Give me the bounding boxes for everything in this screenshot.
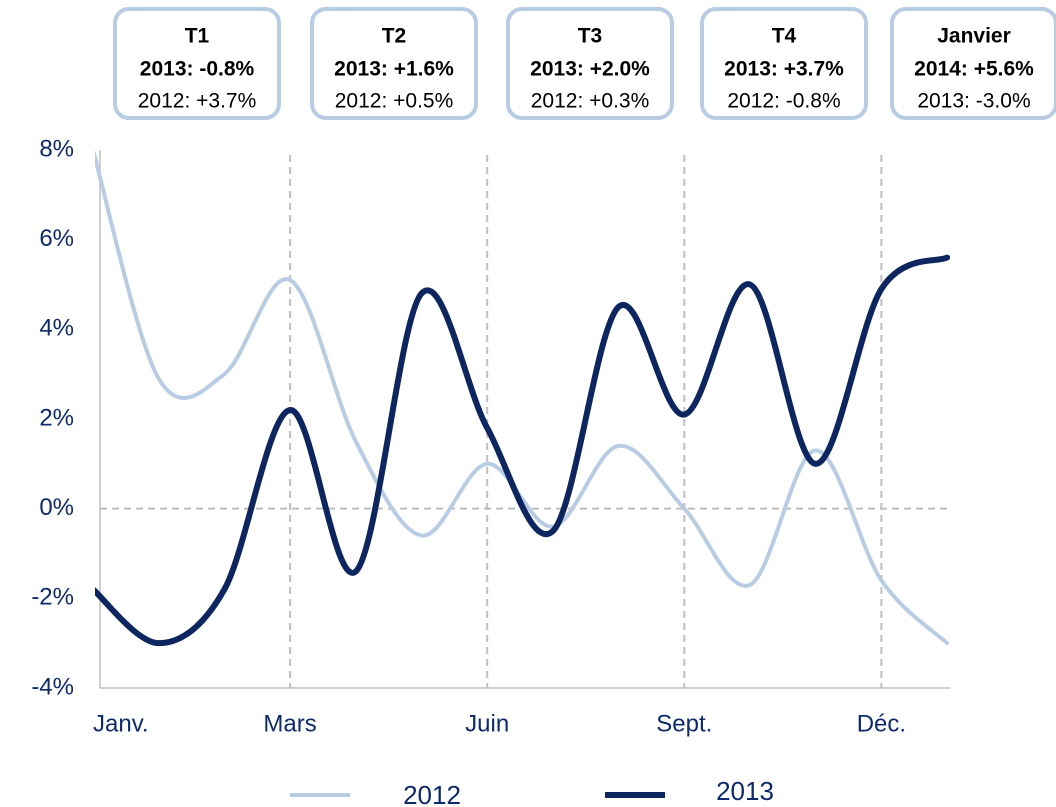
annotation-title: T1 (185, 25, 210, 48)
annotation-title: T3 (578, 25, 603, 48)
annotation-box (310, 7, 478, 120)
y-tick-label: 6% (39, 225, 74, 252)
annotation-line: 2014: +5.6% (914, 58, 1034, 81)
annotation-box (113, 7, 281, 120)
x-tick-label: Sept. (656, 710, 712, 737)
y-tick-label: 2% (39, 404, 74, 431)
annotation-line: 2013: +3.7% (724, 58, 844, 81)
x-tick-label: Janv. (93, 710, 149, 737)
annotation-box (700, 7, 868, 120)
annotation-line: 2012: +0.5% (335, 90, 454, 113)
x-tick-label: Mars (263, 710, 316, 737)
y-tick-label: 8% (39, 135, 74, 162)
y-tick-label: -2% (31, 584, 74, 611)
y-tick-label: 0% (39, 494, 74, 521)
y-tick-label: 4% (39, 315, 74, 342)
legend-label: 2013 (716, 776, 774, 806)
annotation-box (506, 7, 674, 120)
x-tick-label: Juin (465, 710, 509, 737)
annotation-line: 2012: +3.7% (138, 90, 257, 113)
annotation-box (890, 7, 1056, 120)
series-line (95, 149, 950, 646)
annotation-line: 2013: +2.0% (530, 58, 650, 81)
annotation-title: Janvier (937, 25, 1011, 48)
annotation-line: 2013: -3.0% (917, 90, 1030, 113)
x-tick-label: Déc. (857, 710, 906, 737)
y-tick-label: -4% (31, 673, 74, 700)
annotation-line: 2013: -0.8% (140, 58, 255, 81)
annotation-title: T4 (772, 25, 797, 48)
series-line (95, 254, 951, 647)
legend-label: 2012 (403, 780, 461, 807)
annotation-line: 2012: -0.8% (727, 90, 840, 113)
annotation-line: 2013: +1.6% (334, 58, 454, 81)
annotation-line: 2012: +0.3% (531, 90, 650, 113)
annotation-title: T2 (382, 25, 407, 48)
